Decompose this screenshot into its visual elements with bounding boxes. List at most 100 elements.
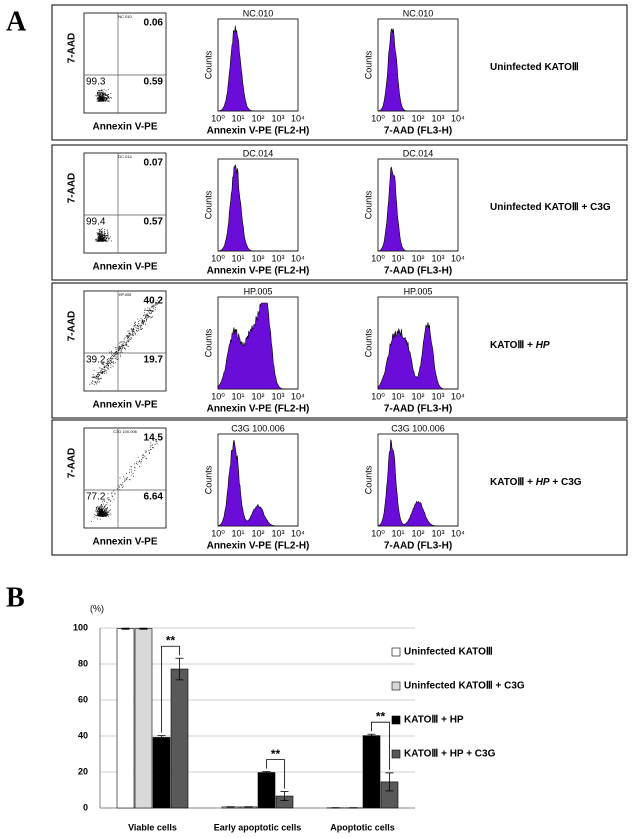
dot bbox=[97, 377, 99, 379]
dot bbox=[150, 446, 152, 448]
dot bbox=[106, 240, 108, 242]
dot bbox=[98, 90, 100, 92]
dot bbox=[90, 382, 92, 384]
dot bbox=[103, 98, 105, 100]
dot bbox=[137, 456, 139, 458]
dot bbox=[101, 90, 103, 92]
dot bbox=[156, 302, 158, 304]
dot bbox=[103, 95, 105, 97]
dot bbox=[150, 312, 152, 314]
dot bbox=[96, 515, 98, 517]
dot bbox=[137, 327, 139, 329]
dot bbox=[107, 493, 109, 495]
dot bbox=[119, 348, 120, 350]
dot bbox=[99, 91, 101, 93]
dot bbox=[95, 507, 97, 508]
dot bbox=[109, 363, 111, 364]
dot bbox=[104, 505, 106, 507]
condition-label: KATOⅢ + HP + C3G bbox=[490, 477, 582, 488]
dot bbox=[99, 99, 101, 100]
dot bbox=[100, 512, 102, 514]
dot bbox=[100, 93, 101, 94]
dot bbox=[98, 100, 100, 102]
dot bbox=[104, 94, 106, 96]
dot bbox=[106, 363, 108, 364]
dot-x-label: Annexin V-PE bbox=[92, 122, 157, 133]
dot bbox=[107, 233, 109, 234]
dot bbox=[108, 514, 110, 515]
hist-shape bbox=[377, 28, 458, 112]
dot bbox=[99, 514, 100, 516]
dot bbox=[137, 463, 139, 465]
dot bbox=[115, 353, 117, 355]
dot bbox=[101, 509, 103, 511]
dot bbox=[96, 376, 98, 378]
dot bbox=[142, 455, 144, 457]
quadrant-value: 40.2 bbox=[144, 296, 164, 307]
dot bbox=[120, 356, 122, 358]
dot bbox=[100, 372, 102, 374]
dot bbox=[103, 371, 105, 373]
dot bbox=[110, 509, 111, 511]
dot bbox=[97, 509, 99, 511]
dot bbox=[102, 507, 103, 509]
dot bbox=[151, 316, 153, 317]
hist-x-label: 7-AAD (FL3-H) bbox=[384, 404, 452, 415]
dot bbox=[104, 235, 106, 236]
dot bbox=[137, 318, 139, 320]
dot bbox=[107, 507, 108, 508]
dot bbox=[127, 338, 128, 340]
dot bbox=[98, 372, 100, 374]
dot bbox=[134, 466, 136, 468]
dot bbox=[151, 304, 153, 306]
dot bbox=[114, 353, 116, 355]
dot bbox=[115, 362, 116, 364]
dot bbox=[105, 369, 106, 371]
dot bbox=[120, 340, 122, 342]
dot bbox=[99, 100, 101, 102]
dot bbox=[101, 97, 103, 99]
dot bbox=[114, 346, 116, 348]
dot bbox=[109, 362, 111, 364]
dot bbox=[134, 470, 136, 471]
dot bbox=[121, 485, 122, 486]
dot bbox=[100, 91, 102, 93]
dot bbox=[104, 240, 106, 242]
dot bbox=[100, 100, 102, 102]
dot bbox=[114, 354, 116, 356]
dot bbox=[109, 237, 111, 239]
dot bbox=[106, 512, 108, 514]
dot bbox=[98, 236, 99, 237]
dot bbox=[133, 329, 135, 331]
dot bbox=[146, 310, 148, 311]
dot bbox=[97, 509, 99, 510]
legend-label: KATOⅢ + HP + C3G bbox=[404, 749, 496, 760]
dot bbox=[129, 471, 131, 473]
dot bbox=[144, 450, 146, 452]
dot bbox=[116, 351, 117, 352]
dot bbox=[143, 318, 145, 320]
legend-label: KATOⅢ + HP bbox=[404, 715, 464, 726]
dot bbox=[118, 349, 120, 351]
dot bbox=[94, 514, 96, 516]
dot bbox=[141, 323, 143, 325]
dot bbox=[127, 335, 128, 337]
dot bbox=[97, 96, 99, 98]
dot bbox=[102, 368, 104, 370]
dot bbox=[99, 509, 101, 511]
row-frame bbox=[51, 419, 628, 556]
error-bar bbox=[157, 735, 166, 740]
dot bbox=[138, 323, 140, 325]
dot bbox=[116, 347, 118, 349]
dot bbox=[107, 88, 109, 90]
dot bbox=[145, 323, 146, 325]
dot bbox=[102, 511, 104, 513]
hist-tick-label: 10¹ bbox=[231, 391, 244, 401]
dot bbox=[121, 348, 123, 350]
dot bbox=[102, 515, 104, 517]
legend-swatch bbox=[391, 715, 401, 725]
dot bbox=[119, 352, 121, 353]
dot bbox=[155, 441, 157, 443]
dot bbox=[99, 374, 100, 376]
hist-title: C3G 100.006 bbox=[231, 423, 285, 433]
